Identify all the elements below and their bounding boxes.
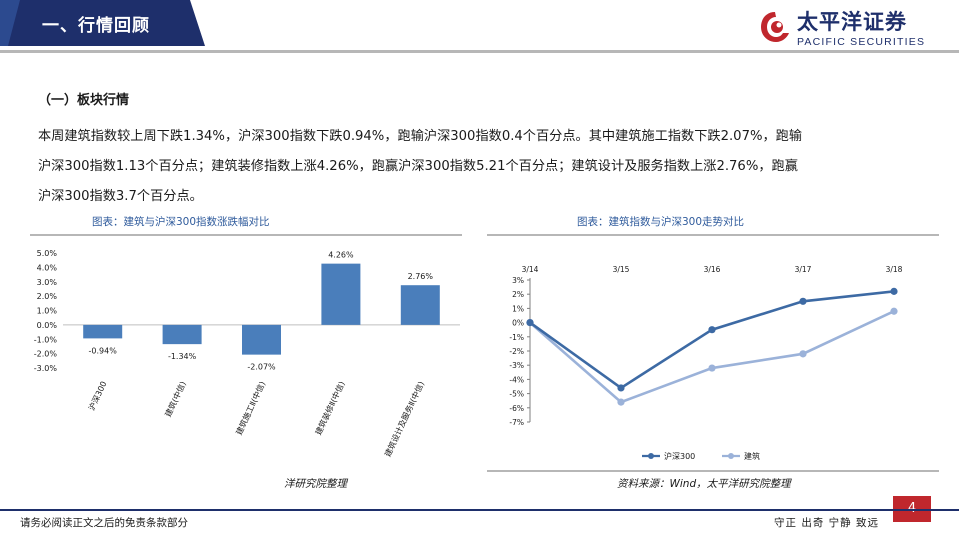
bar-y-tick-label: -1.0% [34, 335, 58, 344]
data-point [708, 364, 716, 372]
data-point [617, 398, 625, 406]
bar-value-label: -1.34% [168, 352, 197, 361]
bar-y-tick-label: 0.0% [37, 321, 58, 330]
bar-y-tick-label: 2.0% [37, 292, 58, 301]
data-point [890, 287, 898, 295]
series-line [529, 290, 895, 390]
bar-value-label: 2.76% [408, 272, 434, 281]
right-chart-divider [487, 234, 939, 236]
bar-y-tick-label: 5.0% [37, 249, 58, 258]
legend-label: 建筑 [744, 451, 760, 461]
legend-label: 沪深300 [664, 451, 695, 461]
data-point [890, 307, 898, 315]
line-x-tick-label: 3/16 [704, 265, 721, 274]
line-y-tick-label: -2% [509, 347, 524, 356]
section-heading: （一）板块行情 [38, 93, 130, 108]
legend-swatch-marker [648, 453, 654, 459]
bar-value-label: -0.94% [89, 346, 118, 355]
right-chart-title: 图表：建筑指数与沪深300走势对比 [577, 216, 745, 228]
bar [321, 263, 361, 325]
bar [83, 324, 123, 339]
legend-swatch-marker [728, 453, 734, 459]
line-x-tick-label: 3/14 [522, 265, 539, 274]
bar-value-label: 4.26% [328, 251, 354, 260]
data-point [617, 384, 625, 392]
line-y-tick-label: 3% [512, 276, 524, 285]
bar-y-tick-label: 4.0% [37, 263, 58, 272]
disclaimer-text: 请务必阅读正文之后的免责条款部分 [20, 517, 188, 529]
paragraph-line-2: 沪深300指数1.13个百分点；建筑装修指数上涨4.26%，跑赢沪深300指数5… [38, 159, 798, 174]
left-chart-note: 洋研究院整理 [284, 478, 347, 490]
data-point [799, 350, 807, 358]
page-title: 一、行情回顾 [42, 16, 150, 36]
line-y-tick-label: -6% [509, 404, 524, 413]
line-y-tick-label: -7% [509, 418, 524, 427]
bar-y-tick-label: -3.0% [34, 364, 58, 373]
bar [400, 285, 440, 325]
line-x-tick-label: 3/17 [795, 265, 812, 274]
bar-value-label: -2.07% [247, 363, 276, 372]
brand-logo: 太平洋证券 PACIFIC SECURITIES [759, 6, 949, 50]
bar [162, 324, 202, 345]
line-x-tick-label: 3/18 [886, 265, 903, 274]
data-point [799, 297, 807, 305]
line-y-tick-label: 0% [512, 319, 524, 328]
line-x-tick-label: 3/15 [613, 265, 630, 274]
bar-y-tick-label: 3.0% [37, 278, 58, 287]
bar-y-tick-label: 1.0% [37, 307, 58, 316]
line-y-tick-label: -4% [509, 375, 524, 384]
footer-divider [0, 509, 959, 511]
logo-en-text: PACIFIC SECURITIES [797, 36, 926, 48]
motto-text: 守正 出奇 宁静 致远 [773, 517, 879, 529]
bar-y-tick-label: -2.0% [34, 350, 58, 359]
series-line [529, 310, 895, 404]
data-point [708, 326, 716, 334]
line-y-tick-label: 1% [512, 304, 524, 313]
left-chart-title: 图表：建筑与沪深300指数涨跌幅对比 [92, 216, 270, 228]
data-point [526, 319, 534, 327]
line-y-tick-label: 2% [512, 290, 524, 299]
header-divider [0, 50, 959, 53]
line-y-tick-label: -3% [509, 361, 524, 370]
line-y-tick-label: -1% [509, 333, 524, 342]
bar [242, 324, 281, 355]
right-chart-source-note: 资料来源：Wind，太平洋研究院整理 [617, 478, 791, 490]
header-banner [0, 0, 205, 46]
logo-cn-text: 太平洋证券 [797, 9, 907, 34]
right-chart-bottom-divider [487, 470, 939, 472]
pacific-logo-icon [761, 12, 789, 42]
paragraph-line-1: 本周建筑指数较上周下跌1.34%，沪深300指数下跌0.94%，跑输沪深300指… [38, 129, 803, 144]
line-y-tick-label: -5% [509, 390, 524, 399]
paragraph-line-3: 沪深300指数3.7个百分点。 [38, 189, 203, 204]
left-chart-divider [30, 234, 462, 236]
